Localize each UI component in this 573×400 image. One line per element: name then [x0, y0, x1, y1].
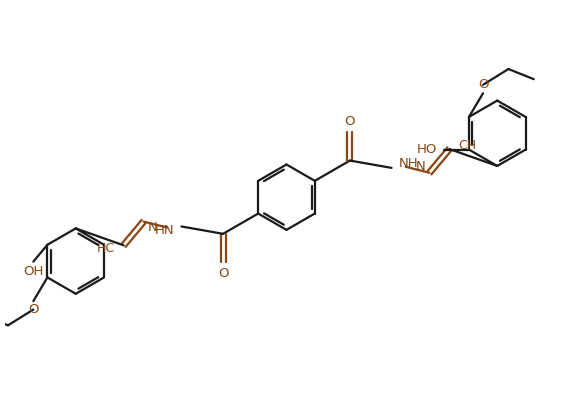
Text: NH: NH — [399, 157, 418, 170]
Text: HN: HN — [155, 224, 174, 238]
Text: O: O — [478, 78, 488, 91]
Text: O: O — [218, 267, 228, 280]
Text: N: N — [416, 160, 426, 173]
Text: HC: HC — [96, 242, 115, 255]
Text: O: O — [28, 303, 38, 316]
Text: N: N — [147, 221, 157, 234]
Text: OH: OH — [23, 265, 44, 278]
Text: O: O — [345, 115, 355, 128]
Text: HO: HO — [417, 143, 437, 156]
Text: CH: CH — [458, 139, 477, 152]
